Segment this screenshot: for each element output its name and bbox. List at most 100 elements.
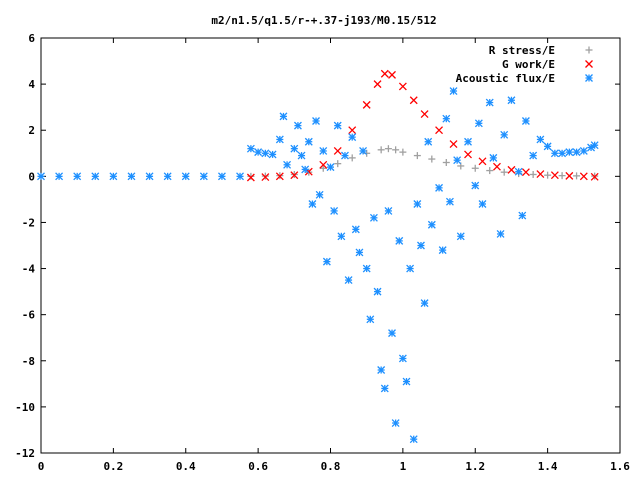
r-stress-point <box>428 155 436 163</box>
r-stress-point <box>399 148 407 156</box>
acoustic-flux-point <box>409 435 418 444</box>
g-work-point <box>398 82 407 91</box>
legend-marker <box>585 60 593 68</box>
acoustic-flux-point <box>435 183 444 192</box>
acoustic-flux-point <box>279 112 288 121</box>
acoustic-flux-point <box>333 121 342 130</box>
x-tick-label: 0.8 <box>321 460 341 473</box>
g-work-point <box>246 173 255 182</box>
acoustic-flux-point <box>254 148 263 157</box>
acoustic-flux-point <box>558 149 567 158</box>
r-stress-point <box>247 172 255 180</box>
legend-label: Acoustic flux/E <box>456 72 555 85</box>
x-tick-label: 0.2 <box>103 460 123 473</box>
acoustic-flux-point <box>369 213 378 222</box>
acoustic-flux-point <box>413 200 422 208</box>
r-stress-point <box>442 159 450 166</box>
acoustic-flux-point <box>145 172 154 181</box>
acoustic-flux-point <box>312 117 320 125</box>
r-stress-point <box>319 164 327 172</box>
x-tick-label: 1.6 <box>610 460 630 473</box>
g-work-point <box>290 171 299 180</box>
acoustic-flux-point <box>91 172 100 181</box>
g-work-point <box>464 150 472 159</box>
acoustic-flux-point <box>261 149 270 158</box>
acoustic-flux-point <box>73 172 82 181</box>
acoustic-flux-point <box>420 299 429 308</box>
acoustic-flux-point <box>388 329 396 338</box>
acoustic-flux-point <box>456 232 465 241</box>
legend-marker <box>585 46 593 54</box>
acoustic-flux-point <box>485 98 494 107</box>
acoustic-flux-point <box>55 172 64 181</box>
acoustic-flux-point <box>521 117 530 125</box>
acoustic-flux-point <box>543 142 552 151</box>
acoustic-flux-point <box>449 87 458 95</box>
acoustic-flux-point <box>550 149 559 158</box>
x-tick-label: 1.4 <box>538 460 558 473</box>
acoustic-flux-point <box>384 206 393 215</box>
acoustic-flux-point <box>438 246 447 255</box>
y-tick-label: -2 <box>22 216 35 229</box>
acoustic-flux-point <box>377 366 386 374</box>
r-stress-point <box>384 145 392 153</box>
acoustic-flux-point <box>453 156 462 165</box>
acoustic-flux-point <box>37 172 45 181</box>
y-tick-label: 6 <box>28 32 35 45</box>
acoustic-flux-point <box>293 121 302 130</box>
r-stress-point <box>348 154 356 162</box>
acoustic-flux-point <box>445 197 454 206</box>
g-work-point <box>388 70 396 79</box>
g-work-point <box>536 170 545 178</box>
g-work-point <box>507 165 516 174</box>
acoustic-flux-point <box>380 384 389 393</box>
acoustic-flux-point <box>315 190 324 199</box>
g-work-point <box>579 172 588 181</box>
data-points <box>37 69 599 444</box>
g-work-point <box>590 172 599 181</box>
acoustic-flux-point <box>283 160 292 169</box>
acoustic-flux-point <box>366 315 375 324</box>
r-stress-point <box>457 162 465 170</box>
legend-label: G work/E <box>502 58 555 71</box>
acoustic-flux-point <box>326 163 335 172</box>
y-tick-label: -6 <box>22 309 36 322</box>
acoustic-flux-point <box>579 147 588 155</box>
acoustic-flux-point <box>402 377 411 386</box>
y-tick-label: -12 <box>15 447 35 460</box>
g-work-point <box>550 171 559 180</box>
x-tick-label: 0 <box>38 460 45 473</box>
acoustic-flux-point <box>590 141 599 150</box>
acoustic-flux-point <box>507 96 516 105</box>
legend-label: R stress/E <box>489 44 555 57</box>
y-tick-label: 2 <box>28 124 35 137</box>
g-work-point <box>261 173 270 181</box>
g-work-point <box>478 157 487 166</box>
acoustic-flux-point <box>275 135 284 144</box>
r-stress-point <box>413 152 421 160</box>
acoustic-flux-point <box>478 200 487 208</box>
acoustic-flux-point <box>417 241 425 250</box>
r-stress-point <box>558 172 566 180</box>
acoustic-flux-point <box>181 172 190 181</box>
acoustic-flux-point <box>442 114 451 123</box>
r-stress-point <box>544 171 552 179</box>
r-stress-point <box>486 167 494 175</box>
x-tick-label: 1 <box>400 460 407 473</box>
acoustic-flux-point <box>236 172 244 181</box>
r-stress-point <box>377 146 385 154</box>
acoustic-flux-point <box>424 137 433 146</box>
g-work-point <box>348 126 357 135</box>
acoustic-flux-point <box>337 232 346 241</box>
y-tick-label: -10 <box>15 401 35 414</box>
acoustic-flux-point <box>500 130 509 139</box>
acoustic-flux-point <box>536 135 545 144</box>
y-tick-label: -8 <box>22 355 35 368</box>
acoustic-flux-point <box>344 276 353 285</box>
x-axis: 0 0.2 0.4 0.6 0.8 1 1.2 1.4 1.6 <box>38 38 630 473</box>
r-stress-point <box>500 168 508 176</box>
acoustic-flux-point <box>127 172 136 181</box>
acoustic-flux-point <box>514 167 523 176</box>
acoustic-flux-point <box>199 172 208 181</box>
acoustic-flux-point <box>308 200 317 208</box>
